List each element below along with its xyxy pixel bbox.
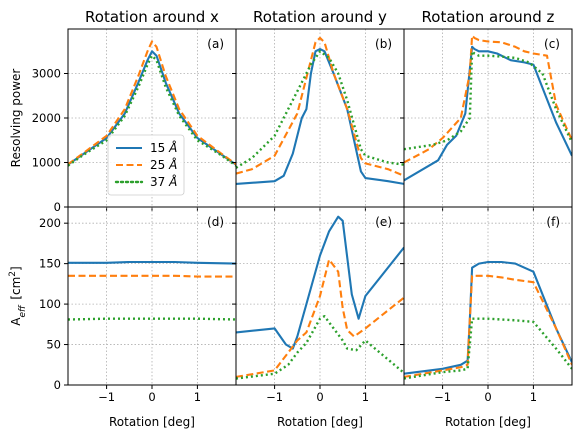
x-tick-label: −1: [98, 390, 115, 404]
series-line-37A: [236, 315, 404, 380]
series-line-15A: [404, 45, 572, 182]
legend-label: 25 Å: [150, 157, 177, 172]
series-line-25A: [236, 36, 404, 177]
series-line-15A: [236, 47, 404, 185]
x-tick-label: 1: [194, 390, 201, 404]
series-line-37A: [404, 317, 572, 380]
grid: [68, 207, 236, 386]
series-line-37A: [404, 50, 572, 151]
y-tick-label: 150: [39, 257, 61, 271]
y-tick-label: 3000: [32, 67, 61, 81]
column-title-z: Rotation around z: [422, 8, 555, 26]
y-tick-label: 100: [39, 297, 61, 311]
series-line-25A: [404, 274, 572, 378]
y-tick-label: 200: [39, 216, 61, 230]
series-line-25A: [68, 40, 236, 166]
x-tick-label: −1: [434, 390, 451, 404]
column-titles: Rotation around x Rotation around y Rota…: [85, 8, 555, 26]
series-line-37A: [236, 50, 404, 169]
y-tick-label: 0: [54, 200, 61, 214]
legend: 15 Å 25 Å 37 Å: [107, 134, 185, 196]
y-axis-label-row-1: Resolving power: [9, 69, 23, 168]
panel-e: (e) −1 0 1: [232, 206, 405, 404]
series-line-37A: [68, 54, 236, 167]
series-line-15A: [404, 260, 572, 375]
panel-a: (a) 0 1000 2000 3000: [32, 28, 237, 214]
x-axis-label-z: Rotation [deg]: [445, 415, 531, 429]
y-tick-label: 1000: [32, 156, 61, 170]
y-tick-label: 50: [46, 338, 61, 352]
panel-letter: (e): [375, 215, 392, 229]
series-line-15A: [68, 50, 236, 166]
legend-label: 15 Å: [150, 140, 177, 155]
legend-label: 37 Å: [150, 174, 177, 189]
panel-letter: (b): [375, 37, 392, 51]
panel-d: (d) −1 0 1 0 50 100 150 200: [39, 206, 237, 404]
panel-b: (b): [232, 28, 405, 211]
panel-letter: (c): [544, 37, 560, 51]
column-title-x: Rotation around x: [85, 8, 219, 26]
y-tick-label: 2000: [32, 111, 61, 125]
panel-f: (f) −1 0 1: [400, 206, 573, 404]
grid: [404, 207, 572, 386]
y-axis-label-row-2: Aeff [cm2]: [8, 266, 28, 325]
y-tick-label: 0: [54, 378, 61, 392]
x-axis-label-y: Rotation [deg]: [277, 415, 363, 429]
x-tick-label: 0: [148, 390, 155, 404]
x-tick-label: 1: [530, 390, 537, 404]
panel-letter: (a): [207, 37, 224, 51]
series-line-15A: [236, 215, 404, 350]
x-tick-label: 1: [362, 390, 369, 404]
panel-letter: (f): [546, 215, 560, 229]
series-line-15A: [68, 260, 236, 265]
series-line-25A: [68, 274, 236, 278]
column-title-y: Rotation around y: [253, 8, 387, 26]
x-tick-label: −1: [266, 390, 283, 404]
series-line-25A: [404, 34, 572, 164]
panel-letter: (d): [207, 215, 224, 229]
x-tick-label: 0: [484, 390, 491, 404]
x-axis-label-x: Rotation [deg]: [109, 415, 195, 429]
panel-c: (c): [400, 28, 573, 211]
x-tick-label: 0: [316, 390, 323, 404]
